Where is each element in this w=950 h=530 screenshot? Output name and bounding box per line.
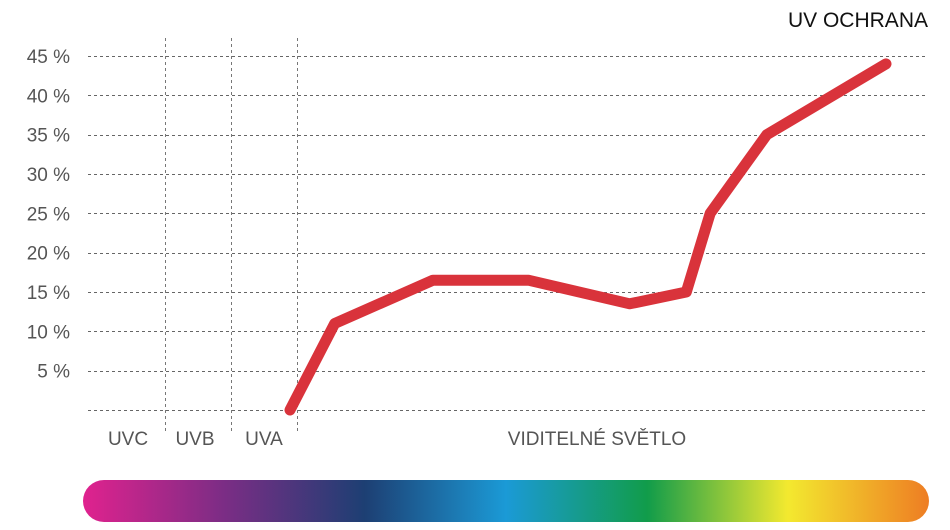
band-label: UVB <box>175 429 214 450</box>
band-label: UVA <box>245 429 283 450</box>
data-point <box>685 291 687 293</box>
grid-lines <box>88 56 928 411</box>
y-tick-label: 5 % <box>37 362 70 383</box>
y-tick-label: 25 % <box>27 204 70 225</box>
y-tick-label: 30 % <box>27 165 70 186</box>
band-label: VIDITELNÉ SVĚTLO <box>508 428 686 450</box>
y-tick-labels: 5 % 10 % 15 % 20 % 25 % 30 % 35 % 40 % 45 % <box>27 47 70 383</box>
data-point <box>527 279 529 281</box>
data-point <box>709 212 711 214</box>
y-tick-label: 20 % <box>27 244 70 265</box>
data-point <box>629 303 631 305</box>
data-point <box>334 323 336 324</box>
y-tick-label: 45 % <box>27 47 70 68</box>
data-point <box>289 409 291 411</box>
spectrum-color-bar <box>83 480 929 522</box>
band-label: UVC <box>108 429 148 450</box>
data-point <box>885 63 887 65</box>
data-point <box>766 134 768 136</box>
band-labels: UVC UVB UVA VIDITELNÉ SVĚTLO <box>108 428 686 450</box>
y-tick-label: 35 % <box>27 126 70 147</box>
band-dividers <box>165 38 298 432</box>
y-tick-label: 40 % <box>27 86 70 107</box>
series-line <box>284 58 892 416</box>
chart-title: UV OCHRANA <box>788 9 928 32</box>
y-tick-label: 15 % <box>27 283 70 304</box>
y-tick-label: 10 % <box>27 322 70 343</box>
data-point <box>432 279 434 281</box>
series-layer <box>284 58 892 416</box>
